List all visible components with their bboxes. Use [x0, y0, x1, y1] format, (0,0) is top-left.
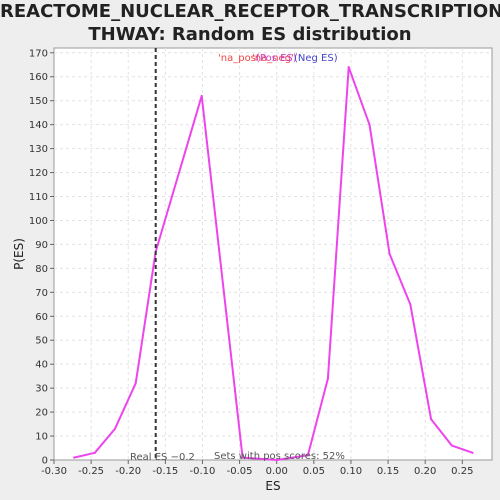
chart-title: REACTOME_NUCLEAR_RECEPTOR_TRANSCRIPTION_… [0, 0, 500, 46]
y-tick-label: 0 [42, 456, 48, 467]
x-tick-label: -0.20 [115, 466, 141, 477]
y-tick-label: 170 [29, 48, 48, 59]
x-tick-label: 0.25 [451, 466, 473, 477]
legend-na-neg: 'na_neg' [252, 53, 294, 64]
x-tick-label: -0.25 [78, 466, 104, 477]
chart-title-line-1: REACTOME_NUCLEAR_RECEPTOR_TRANSCRIPTION_… [0, 1, 500, 22]
y-tick-label: 110 [29, 192, 48, 203]
legend-neg-es: (Neg ES) [294, 53, 338, 64]
data-point [368, 123, 371, 126]
data-point [347, 66, 350, 69]
y-tick-label: 40 [35, 360, 48, 371]
x-tick-label: 0.05 [303, 466, 325, 477]
data-point [450, 444, 453, 447]
y-tick-label: 90 [35, 240, 48, 251]
y-tick-label: 140 [29, 120, 48, 131]
y-tick-label: 130 [29, 144, 48, 155]
data-point [134, 382, 137, 385]
y-tick-label: 80 [35, 264, 48, 275]
data-point [200, 94, 203, 97]
data-point [73, 456, 76, 459]
y-tick-label: 70 [35, 288, 48, 299]
y-tick-label: 50 [35, 336, 48, 347]
y-tick-label: 120 [29, 168, 48, 179]
data-point [326, 377, 329, 380]
y-tick-label: 60 [35, 312, 48, 323]
data-point [471, 451, 474, 454]
y-tick-label: 30 [35, 384, 48, 395]
y-tick-label: 20 [35, 408, 48, 419]
x-tick-label: 0.15 [377, 466, 399, 477]
x-tick-label: 0.00 [266, 466, 288, 477]
plot-area [53, 47, 493, 461]
data-point [113, 427, 116, 430]
legend-na-pos: 'na_pos' [218, 53, 259, 64]
y-tick-label: 160 [29, 72, 48, 83]
x-tick-label: 0.10 [340, 466, 362, 477]
y-tick-label: 150 [29, 96, 48, 107]
chart-title-line-2: THWAY: Random ES distribution [88, 24, 412, 45]
data-point [409, 303, 412, 306]
x-axis-label: ES [265, 479, 280, 493]
real-es-label: Real ES −0.2 [130, 452, 195, 463]
x-tick-label: -0.30 [41, 466, 67, 477]
data-point [93, 451, 96, 454]
x-tick-label: -0.10 [190, 466, 216, 477]
pos-scores-label: Sets with pos scores: 52% [214, 451, 345, 462]
data-point [275, 459, 278, 461]
y-tick-label: 10 [35, 432, 48, 443]
data-point [241, 456, 244, 459]
x-tick-label: 0.20 [414, 466, 436, 477]
x-tick-label: -0.05 [227, 466, 253, 477]
data-point [306, 454, 309, 457]
data-point [430, 418, 433, 421]
data-point [388, 253, 391, 255]
y-tick-label: 100 [29, 216, 48, 227]
x-tick-label: -0.15 [152, 466, 178, 477]
legend-pos-es: (Pos ES) [256, 53, 297, 64]
y-axis-label: P(ES) [12, 238, 26, 270]
